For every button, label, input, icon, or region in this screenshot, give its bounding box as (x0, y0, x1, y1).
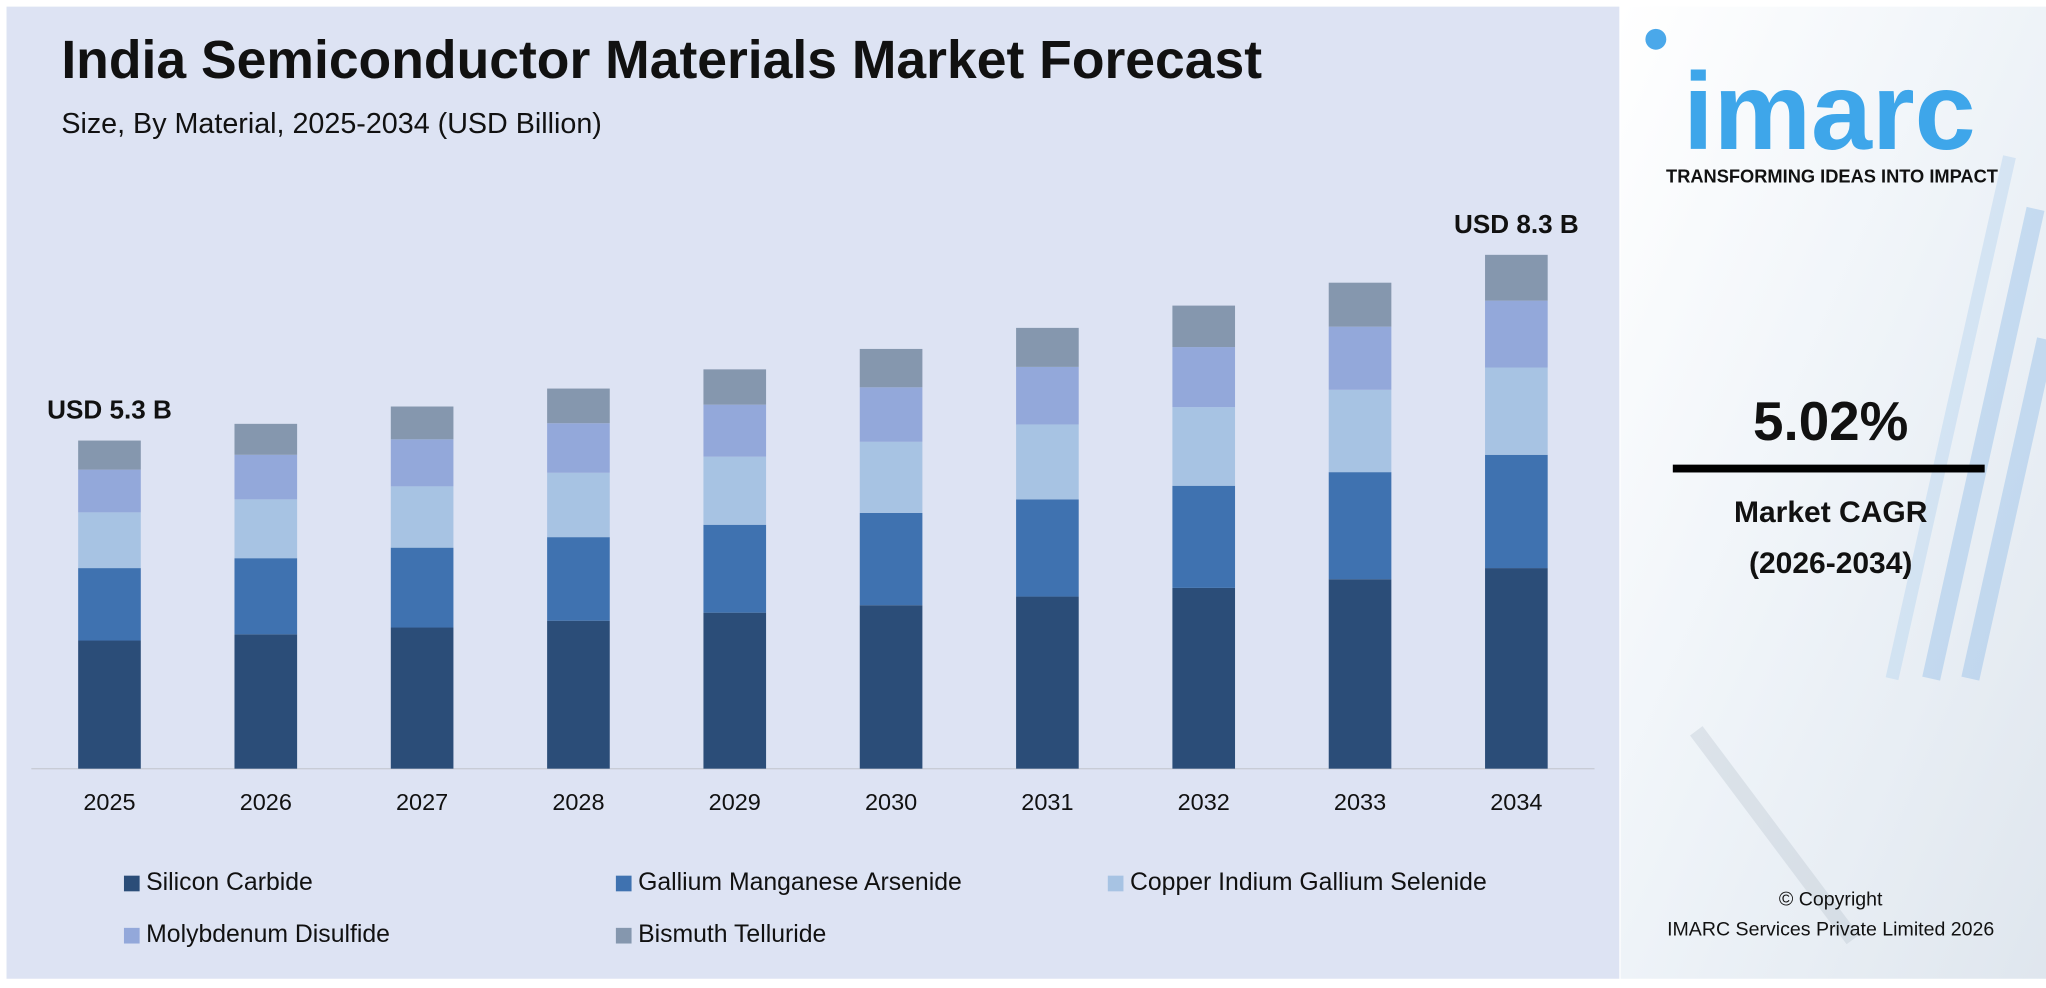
bar-segment (78, 568, 141, 641)
bar-segment (1328, 389, 1392, 473)
x-tick-label: 2031 (1021, 789, 1073, 815)
bar-segment (703, 369, 767, 405)
bar-segment (234, 634, 298, 769)
tagline: TRANSFORMING IDEAS INTO IMPACT (1666, 165, 1998, 186)
bar-segment (859, 441, 923, 513)
side-decoration (1690, 155, 2046, 945)
bar-segment (547, 388, 610, 424)
bar-segment (1016, 366, 1079, 425)
bar-segment (390, 406, 454, 440)
legend-swatch (123, 875, 140, 892)
bar-segment (390, 439, 454, 487)
bar-segment (1485, 568, 1548, 769)
bar-segment (1485, 300, 1548, 368)
bar-segment (1328, 282, 1392, 327)
bar-segment (78, 640, 141, 769)
cagr-period: (2026-2034) (1749, 547, 1912, 580)
total-annotation: USD 5.3 B (47, 395, 172, 425)
legend-label: Gallium Manganese Arsenide (638, 869, 962, 896)
bar-segment (234, 499, 298, 559)
bar-segment (547, 620, 610, 769)
logo: imarc (1683, 51, 1975, 173)
bar-segment (234, 454, 298, 500)
bar-segment (1016, 327, 1079, 367)
bar-segment (390, 547, 454, 628)
bar-segment (234, 558, 298, 635)
cagr-value: 5.02% (1753, 390, 1908, 452)
bar-segment (78, 440, 141, 470)
bar-segment (1328, 326, 1392, 390)
bar-segment (1016, 499, 1079, 597)
bar-segment (1328, 579, 1392, 769)
x-tick-label: 2032 (1178, 789, 1230, 815)
bar-segment (703, 524, 767, 613)
x-tick-label: 2029 (709, 789, 761, 815)
x-tick-label: 2027 (396, 789, 448, 815)
bar-segment (1172, 485, 1236, 588)
cagr-label: Market CAGR (1734, 496, 1928, 529)
x-tick-label: 2033 (1334, 789, 1386, 815)
bar-segment (1016, 424, 1079, 500)
bar-segment (703, 456, 767, 525)
bar-segment (1172, 347, 1236, 408)
bar-segment (78, 512, 141, 569)
chart-subtitle: Size, By Material, 2025-2034 (USD Billio… (61, 108, 602, 140)
copyright: © Copyright (1779, 889, 1883, 911)
bar-segment (703, 612, 767, 769)
bar-segment (859, 387, 923, 442)
bar-segment (1485, 454, 1548, 569)
x-tick-label: 2026 (240, 789, 292, 815)
bar-segment (1172, 587, 1236, 769)
legend-swatch (615, 927, 632, 944)
bar-segment (859, 348, 923, 388)
bar-segment (547, 423, 610, 473)
legend-label: Molybdenum Disulfide (146, 921, 390, 948)
legend-label: Copper Indium Gallium Selenide (1130, 869, 1487, 896)
bar-segment (390, 486, 454, 548)
x-tick-label: 2034 (1490, 789, 1542, 815)
chart-title: India Semiconductor Materials Market For… (61, 31, 1262, 90)
bar-segment (78, 469, 141, 513)
bar-segment (547, 472, 610, 538)
logo-dot (1645, 28, 1667, 50)
bar-segment (1016, 596, 1079, 769)
bar-segment (234, 423, 298, 455)
x-tick-label: 2028 (552, 789, 604, 815)
company: IMARC Services Private Limited 2026 (1667, 919, 1994, 941)
bar-segment (390, 627, 454, 769)
side-panel (1620, 6, 2046, 979)
bar-segment (859, 512, 923, 606)
bar-segment (1172, 407, 1236, 486)
legend-swatch (123, 927, 140, 944)
legend-swatch (1107, 875, 1124, 892)
legend: Silicon Carbide Gallium Manganese Arsenid… (123, 869, 1487, 948)
x-tick-label: 2025 (83, 789, 135, 815)
total-annotation: USD 8.3 B (1454, 209, 1579, 239)
bar-segment (703, 404, 767, 457)
cagr-rule (1672, 464, 1985, 473)
bar-segment (1485, 367, 1548, 455)
bar-segment (1328, 472, 1392, 580)
legend-label: Bismuth Telluride (638, 921, 826, 948)
bar-segment (1172, 305, 1236, 348)
x-tick-label: 2030 (865, 789, 917, 815)
bar-segment (1485, 254, 1548, 301)
legend-swatch (615, 875, 632, 892)
bar-segment (547, 537, 610, 621)
legend-label: Silicon Carbide (146, 869, 313, 896)
bars: 2025 USD 5.3 B 2026 2027 2028 2029 2030 2031 203… (47, 209, 1579, 815)
bar-segment (859, 605, 923, 769)
